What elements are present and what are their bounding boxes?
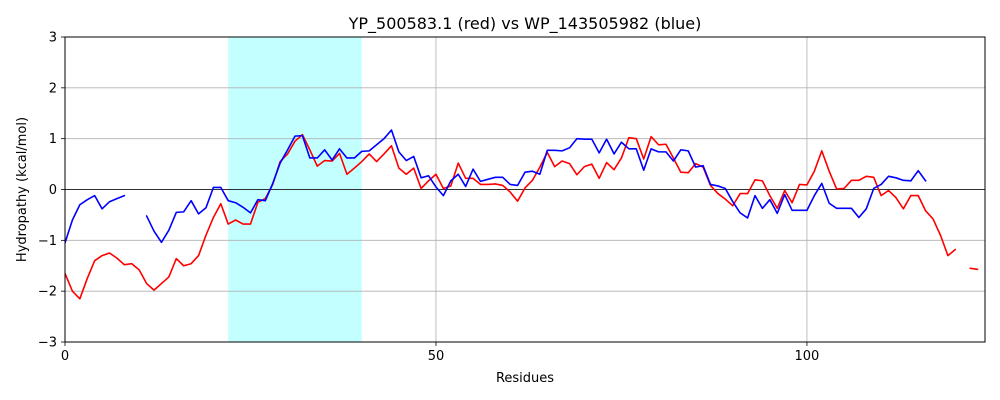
chart-title: YP_500583.1 (red) vs WP_143505982 (blue) xyxy=(348,14,702,34)
x-axis-label: Residues xyxy=(496,371,554,386)
y-tick-label: −2 xyxy=(38,285,57,300)
y-tick-label: 2 xyxy=(49,81,57,96)
series-2-line-segment-2 xyxy=(145,129,927,244)
series-1-line-segment-2 xyxy=(969,267,979,271)
x-tick-label: 0 xyxy=(61,349,69,364)
y-tick-label: 3 xyxy=(49,31,57,46)
y-axis-label: Hydropathy (kcal/mol) xyxy=(15,117,30,262)
x-tick-label: 50 xyxy=(428,349,445,364)
series-1-line-segment-1 xyxy=(65,133,957,300)
y-tick-label: 0 xyxy=(49,183,57,198)
y-tick-label: 1 xyxy=(49,132,57,147)
series-2-line-segment-1 xyxy=(65,194,126,244)
y-tick-label: −1 xyxy=(38,234,57,249)
y-tick-label: −3 xyxy=(38,336,57,351)
x-tick-label: 100 xyxy=(795,349,820,364)
